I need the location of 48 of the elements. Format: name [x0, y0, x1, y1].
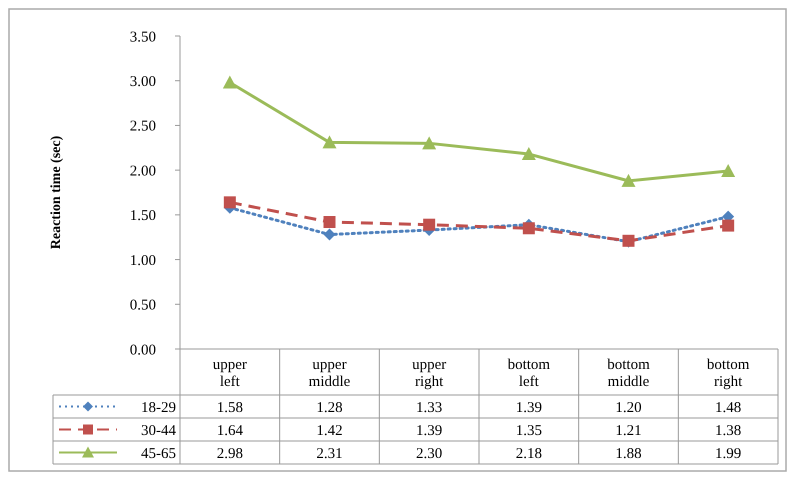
point [721, 164, 736, 178]
point [522, 147, 536, 160]
y-tick-label: 0.00 [130, 342, 156, 358]
y-tick-label: 1.50 [130, 208, 156, 224]
data-label: 1.38 [715, 422, 742, 439]
point [324, 216, 336, 228]
data-label: 2.18 [516, 446, 542, 462]
point [224, 196, 236, 208]
data-label: 1.39 [416, 422, 442, 439]
y-tick-label: 3.00 [130, 74, 156, 90]
legend-label: 18-29 [141, 400, 176, 416]
data-label: 1.64 [216, 422, 244, 439]
data-label: 1.99 [715, 446, 742, 462]
x-tick-label: bottom right [706, 357, 750, 390]
point [522, 222, 535, 234]
point [322, 135, 336, 148]
point [222, 76, 237, 89]
data-label: 1.28 [316, 400, 343, 416]
data-label: 1.20 [615, 400, 642, 416]
data-label: 2.31 [316, 446, 343, 462]
data-label: 1.88 [615, 446, 642, 462]
y-axis-title: Reaction time (sec) [49, 135, 64, 250]
y-tick-label: 0.50 [130, 298, 156, 314]
point [422, 136, 436, 150]
data-label: 1.42 [316, 422, 343, 439]
point [722, 220, 734, 232]
x-tick-label: upper right [412, 357, 446, 390]
data-label: 1.48 [715, 400, 742, 416]
legend-label: 45-65 [141, 446, 176, 462]
point [622, 174, 636, 187]
x-tick-label: upper middle [308, 357, 351, 390]
x-tick-label: upper left [212, 357, 247, 390]
data-label: 1.58 [216, 400, 243, 416]
y-tick-label: 1.00 [130, 252, 156, 269]
legend-label: 30-44 [141, 422, 176, 439]
data-label: 2.30 [416, 446, 442, 462]
x-tick-label: bottom middle [607, 357, 650, 390]
point [324, 228, 336, 241]
point [423, 218, 436, 231]
y-tick-label: 2.50 [130, 118, 156, 135]
data-label: 1.35 [516, 422, 542, 439]
x-tick-label: bottom left [508, 357, 550, 390]
data-label: 1.21 [615, 422, 642, 439]
y-tick-label: 2.00 [130, 163, 156, 180]
y-tick-label: 3.50 [130, 29, 156, 46]
data-label: 1.33 [416, 400, 442, 416]
data-label: 1.39 [516, 400, 542, 416]
data-label: 2.98 [216, 446, 243, 462]
